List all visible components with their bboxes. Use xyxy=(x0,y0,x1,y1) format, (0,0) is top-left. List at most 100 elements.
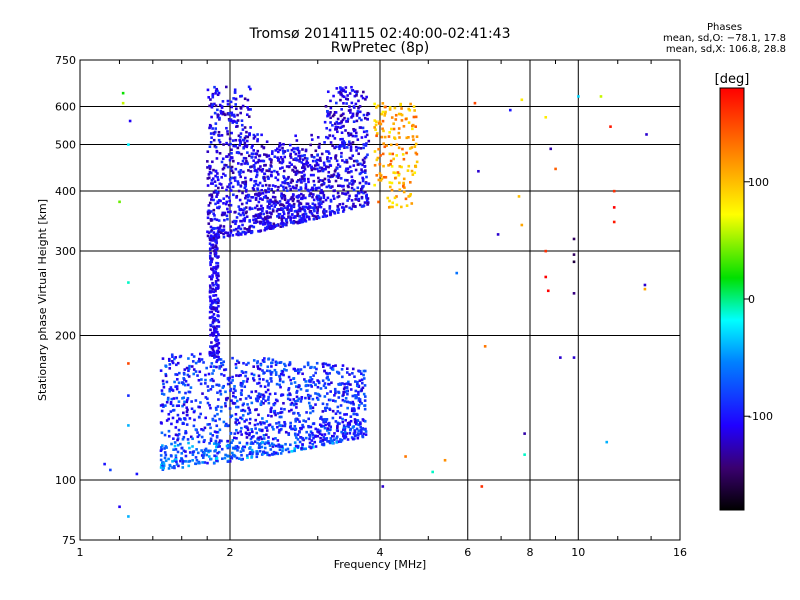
echo-point xyxy=(340,438,344,442)
echo-point xyxy=(358,398,362,401)
echo-point xyxy=(326,114,329,118)
echo-point xyxy=(312,155,316,159)
echo-point xyxy=(298,201,302,205)
echo-point xyxy=(256,187,259,190)
echo-point xyxy=(288,161,292,165)
echo-point xyxy=(242,156,246,160)
echo-point xyxy=(251,144,254,148)
echo-point xyxy=(336,204,340,208)
echo-point xyxy=(301,154,304,158)
echo-point xyxy=(523,453,526,456)
echo-point xyxy=(294,427,298,431)
echo-point xyxy=(402,181,405,185)
echo-point xyxy=(295,171,299,175)
echo-point xyxy=(343,400,347,403)
echo-point xyxy=(216,89,219,93)
echo-point xyxy=(263,421,266,425)
echo-point xyxy=(288,363,292,366)
echo-point xyxy=(215,241,218,245)
echo-point xyxy=(191,360,195,363)
echo-point xyxy=(187,460,190,463)
echo-point xyxy=(337,195,341,198)
echo-point xyxy=(296,148,300,152)
echo-point xyxy=(321,215,325,219)
echo-point xyxy=(299,180,303,183)
echo-point xyxy=(233,91,237,94)
echo-point xyxy=(229,142,232,146)
echo-point xyxy=(206,230,209,234)
echo-point xyxy=(289,188,292,191)
echo-point xyxy=(192,410,196,414)
echo-point xyxy=(252,164,256,167)
echo-point xyxy=(258,449,262,453)
echo-point xyxy=(278,142,282,145)
echo-point xyxy=(294,152,298,156)
echo-point xyxy=(246,428,250,432)
echo-point xyxy=(197,357,201,361)
echo-point xyxy=(356,433,359,437)
echo-point xyxy=(325,437,329,440)
echo-point xyxy=(218,365,222,368)
echo-point xyxy=(398,188,402,192)
echo-point xyxy=(351,205,355,208)
echo-point xyxy=(362,90,365,94)
echo-point xyxy=(321,200,325,204)
echo-point xyxy=(375,134,378,138)
echo-point xyxy=(326,136,330,140)
echo-point xyxy=(304,436,308,440)
echo-point xyxy=(257,216,260,220)
echo-point xyxy=(336,422,340,426)
echo-point xyxy=(222,235,226,239)
echo-point xyxy=(378,162,382,166)
echo-point xyxy=(317,194,320,198)
echo-point xyxy=(342,140,346,143)
echo-point xyxy=(241,128,245,131)
echo-point xyxy=(572,356,576,359)
echo-point xyxy=(250,196,253,199)
echo-point xyxy=(239,233,243,236)
echo-point xyxy=(331,416,335,420)
echo-point xyxy=(211,235,215,238)
echo-point xyxy=(276,439,280,442)
echo-point xyxy=(208,353,212,357)
echo-point xyxy=(357,404,361,407)
echo-point xyxy=(244,211,248,215)
echo-point xyxy=(352,407,355,410)
echo-point xyxy=(320,166,324,170)
echo-point xyxy=(164,404,167,407)
echo-point xyxy=(164,453,168,457)
echo-point xyxy=(327,440,331,443)
echo-point xyxy=(234,366,238,370)
echo-point xyxy=(243,216,247,220)
echo-point xyxy=(269,199,272,202)
echo-point xyxy=(215,459,218,462)
echo-point xyxy=(297,221,301,225)
echo-point xyxy=(272,222,276,226)
echo-point xyxy=(252,159,255,162)
echo-point xyxy=(243,219,246,223)
echo-point xyxy=(257,381,261,385)
echo-point xyxy=(317,198,321,202)
echo-point xyxy=(241,408,245,412)
echo-point xyxy=(324,420,328,424)
echo-point xyxy=(210,346,214,350)
echo-point xyxy=(304,205,308,209)
echo-point xyxy=(414,115,418,119)
echo-point xyxy=(229,389,232,392)
echo-point xyxy=(343,390,347,394)
echo-point xyxy=(336,172,340,176)
echo-point xyxy=(363,428,366,431)
echo-point xyxy=(224,231,227,234)
echo-point xyxy=(251,452,254,456)
echo-point xyxy=(261,217,265,221)
echo-point xyxy=(378,120,382,123)
echo-point xyxy=(173,466,176,470)
echo-point xyxy=(364,98,367,101)
echo-point xyxy=(229,387,233,391)
echo-point xyxy=(342,426,346,430)
echo-point xyxy=(213,318,217,321)
echo-point xyxy=(316,398,320,401)
echo-point xyxy=(288,392,291,395)
echo-point xyxy=(281,166,284,169)
